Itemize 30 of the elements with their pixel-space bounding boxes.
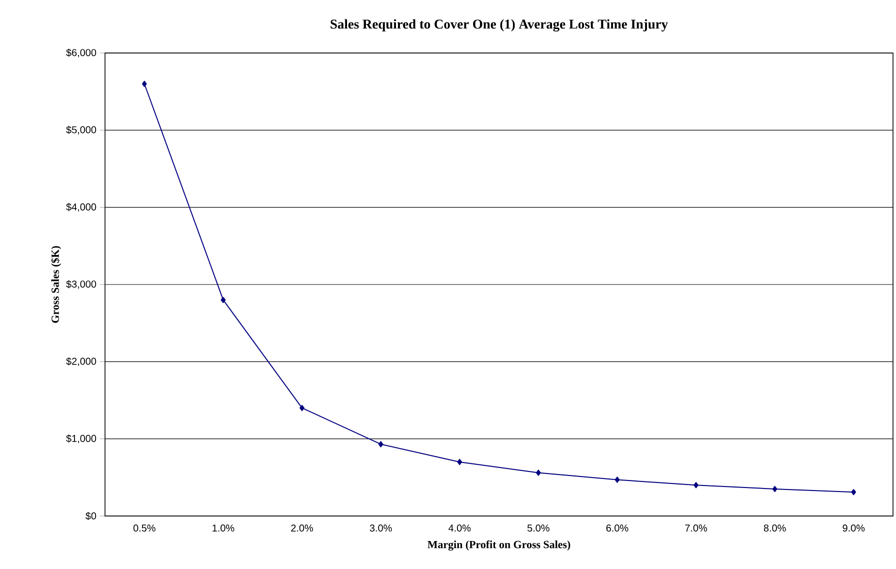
point: [536, 470, 541, 476]
point: [378, 441, 384, 448]
chart-title: Sales Required to Cover One (1) Average Lost Time Injury: [330, 19, 668, 32]
y-tick-label: $4,000: [66, 203, 96, 212]
y-tick-label: $1,000: [66, 434, 96, 444]
point: [300, 404, 304, 412]
y-tick-label: $6,000: [66, 48, 96, 58]
point: [220, 296, 226, 304]
x-tick-label: 0.5%: [133, 524, 156, 532]
x-tick-label: 4.0%: [448, 524, 471, 532]
y-tick-label: $2,000: [66, 357, 96, 366]
point: [772, 486, 778, 492]
point: [614, 476, 620, 483]
y-tick-label: $0: [86, 512, 96, 520]
point: [694, 482, 698, 488]
x-tick-label: 2.0%: [291, 524, 314, 532]
point: [142, 80, 147, 87]
y-tick-label: $3,000: [66, 280, 96, 289]
x-tick-label: 5.0%: [527, 524, 550, 532]
y-axis-title: Gross Sales ($K): [50, 246, 62, 323]
x-tick-label: 3.0%: [370, 524, 392, 532]
x-axis-title: Margin (Profit on Gross Sales): [428, 540, 570, 551]
x-tick-label: 9.0%: [842, 524, 865, 532]
x-tick-label: 7.0%: [685, 524, 708, 532]
y-tick-label: $5,000: [66, 126, 96, 134]
point: [457, 458, 462, 466]
x-tick-label: 8.0%: [764, 524, 786, 532]
point: [851, 488, 856, 496]
x-tick-label: 6.0%: [606, 524, 628, 532]
x-tick-label: 1.0%: [212, 524, 234, 532]
